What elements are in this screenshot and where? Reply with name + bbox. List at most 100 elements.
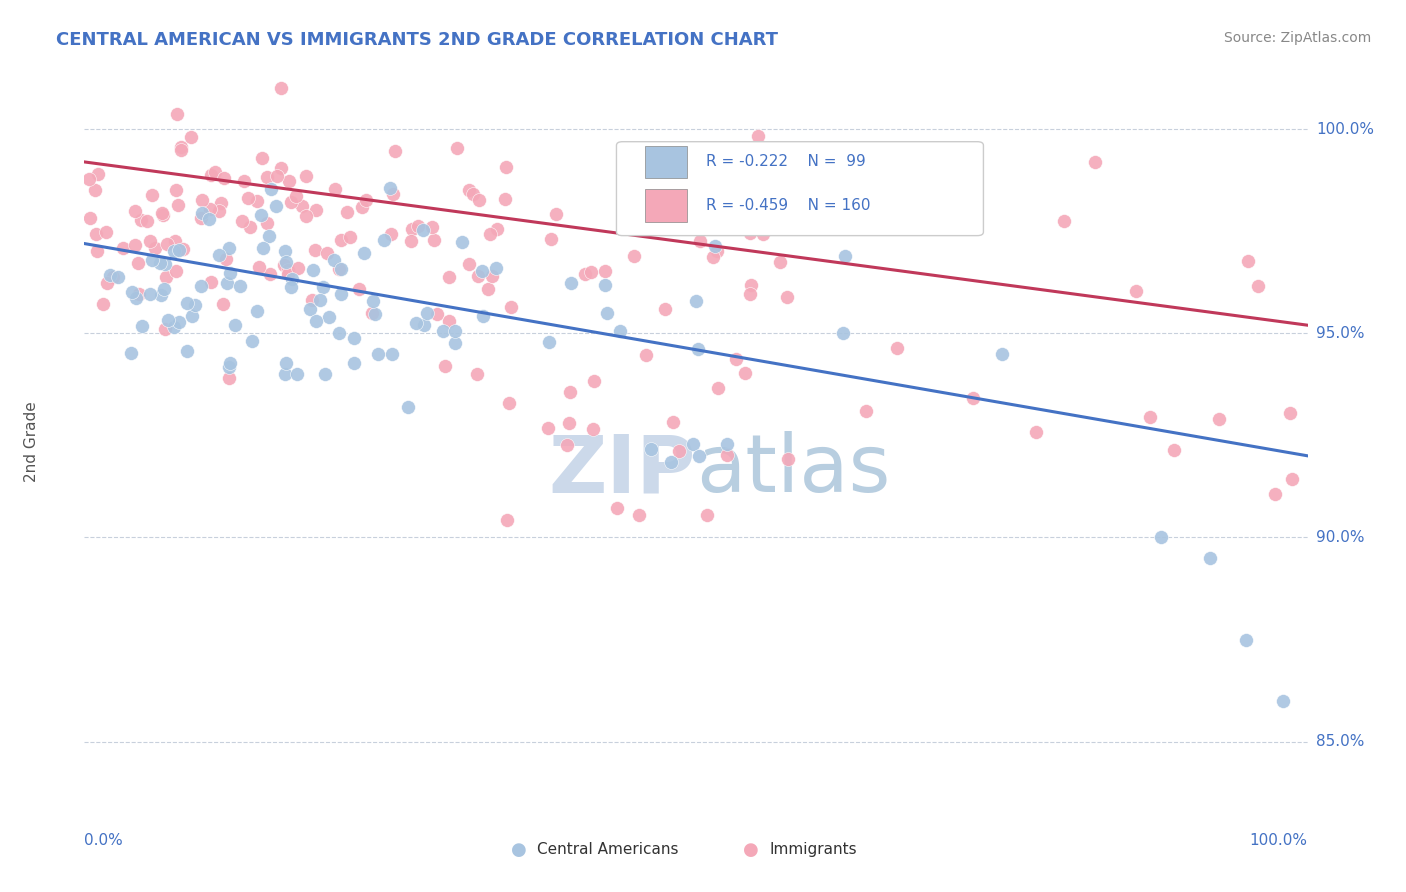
Point [640, 442, 662, 456]
Point [169, 243, 191, 257]
Point [139, 286, 162, 301]
Point [443, 324, 465, 338]
Point [281, 272, 304, 286]
Point [150, 288, 173, 302]
Point [285, 367, 308, 381]
Point [180, 130, 202, 145]
Point [318, 310, 340, 324]
Point [381, 187, 404, 202]
Point [582, 422, 605, 436]
Point [498, 396, 520, 410]
Point [312, 280, 335, 294]
Point [752, 227, 775, 242]
Point [270, 81, 292, 95]
Point [353, 245, 375, 260]
Point [314, 367, 336, 381]
Point [143, 241, 166, 255]
Point [285, 189, 308, 203]
Point [176, 344, 198, 359]
Point [259, 228, 281, 243]
Point [124, 204, 146, 219]
Point [127, 256, 149, 270]
Point [329, 262, 352, 277]
Point [405, 316, 427, 330]
Point [361, 294, 384, 309]
Point [214, 252, 236, 266]
Point [1236, 632, 1258, 647]
Point [218, 241, 240, 255]
Point [593, 278, 616, 293]
Point [384, 144, 406, 158]
Point [141, 187, 163, 202]
Point [309, 293, 332, 307]
Point [396, 400, 419, 414]
Point [627, 508, 650, 522]
Point [131, 319, 153, 334]
Point [259, 267, 281, 281]
Point [855, 404, 877, 418]
Point [266, 169, 288, 183]
Point [328, 326, 350, 340]
Point [276, 254, 298, 268]
Point [295, 169, 318, 184]
Point [200, 168, 222, 182]
Point [537, 421, 560, 435]
Point [107, 270, 129, 285]
Point [401, 222, 423, 236]
Point [236, 191, 259, 205]
Point [682, 436, 704, 450]
Point [1272, 694, 1295, 708]
Point [274, 367, 297, 381]
Point [172, 242, 194, 256]
Point [250, 208, 273, 222]
Point [467, 269, 489, 284]
Point [740, 277, 762, 292]
Point [302, 263, 325, 277]
Text: ●: ● [744, 841, 759, 859]
Point [247, 260, 270, 275]
Text: 95.0%: 95.0% [1316, 326, 1364, 341]
Point [831, 326, 853, 341]
Point [287, 261, 309, 276]
Point [270, 161, 292, 176]
Point [125, 291, 148, 305]
Point [886, 341, 908, 355]
Text: R = -0.459    N = 160: R = -0.459 N = 160 [706, 198, 870, 213]
Point [218, 266, 240, 280]
Point [277, 174, 299, 188]
Point [1125, 285, 1147, 299]
FancyBboxPatch shape [644, 189, 688, 221]
Point [101, 269, 124, 284]
Point [112, 241, 135, 255]
Point [416, 306, 439, 320]
Point [343, 331, 366, 345]
Text: 0.0%: 0.0% [84, 833, 124, 848]
Text: 85.0%: 85.0% [1316, 734, 1364, 749]
Point [328, 262, 350, 277]
Point [91, 297, 114, 311]
Text: 90.0%: 90.0% [1316, 530, 1364, 545]
Point [408, 219, 430, 233]
Point [256, 216, 278, 230]
Point [250, 151, 273, 165]
Point [432, 324, 454, 338]
Point [135, 213, 157, 227]
Point [217, 277, 239, 291]
Point [364, 307, 387, 321]
Text: 100.0%: 100.0% [1316, 122, 1374, 136]
Point [465, 367, 488, 381]
Point [740, 226, 762, 240]
Point [245, 304, 267, 318]
Point [120, 346, 142, 360]
Point [477, 282, 499, 296]
Point [579, 265, 602, 279]
Point [747, 128, 769, 143]
Text: Source: ZipAtlas.com: Source: ZipAtlas.com [1223, 31, 1371, 45]
Point [165, 183, 187, 197]
Point [776, 451, 799, 466]
Point [256, 169, 278, 184]
Point [560, 276, 582, 290]
Point [706, 244, 728, 258]
Point [330, 234, 353, 248]
Point [546, 207, 568, 221]
